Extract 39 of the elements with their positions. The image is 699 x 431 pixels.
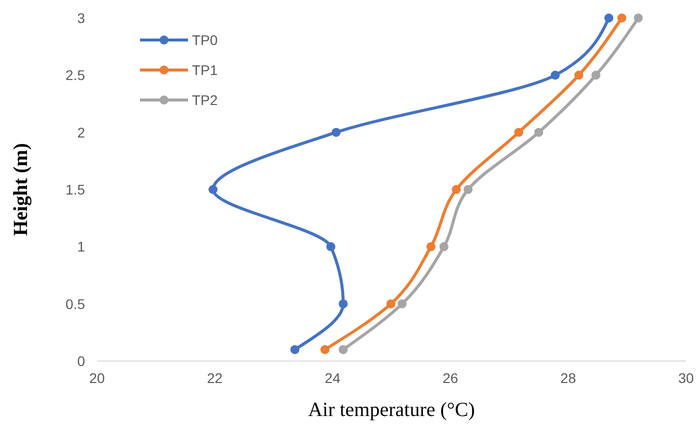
point bbox=[439, 242, 448, 252]
point bbox=[320, 345, 330, 354]
point bbox=[514, 128, 524, 137]
x-tick-label: 28 bbox=[560, 370, 576, 386]
point bbox=[634, 14, 643, 22]
y-tick-label: 2.5 bbox=[66, 67, 86, 84]
x-tick-label: 30 bbox=[678, 370, 694, 386]
point bbox=[332, 128, 341, 137]
point bbox=[326, 242, 336, 252]
y-tick-label: 2 bbox=[77, 124, 86, 140]
point bbox=[464, 185, 473, 194]
point bbox=[426, 242, 436, 252]
point bbox=[398, 299, 407, 308]
point bbox=[617, 14, 626, 22]
point bbox=[534, 128, 544, 137]
point bbox=[338, 299, 348, 308]
point bbox=[208, 185, 218, 194]
y-tick-label: 1.5 bbox=[66, 182, 86, 198]
legend-label: TP2 bbox=[192, 92, 218, 108]
y-tick-label: 1 bbox=[77, 238, 86, 255]
x-tick-label: 20 bbox=[89, 370, 105, 386]
y-tick-label: 0 bbox=[77, 353, 86, 369]
y-tick-label: 3 bbox=[77, 10, 86, 26]
y-tick-label: 0.5 bbox=[66, 296, 86, 312]
point bbox=[290, 345, 300, 354]
legend-label: TP0 bbox=[192, 32, 218, 48]
point bbox=[604, 14, 614, 22]
x-tick-label: 26 bbox=[442, 370, 458, 386]
point bbox=[452, 185, 461, 194]
point bbox=[591, 70, 600, 80]
x-axis-title: Air temperature (°C) bbox=[308, 399, 475, 421]
point bbox=[574, 70, 584, 80]
x-tick-label: 24 bbox=[324, 370, 341, 386]
point bbox=[550, 70, 560, 80]
point bbox=[338, 345, 348, 354]
point bbox=[386, 299, 396, 308]
legend-label: TP1 bbox=[192, 62, 218, 78]
x-tick-label: 22 bbox=[207, 370, 223, 386]
y-axis-title: Height (m) bbox=[10, 143, 32, 236]
